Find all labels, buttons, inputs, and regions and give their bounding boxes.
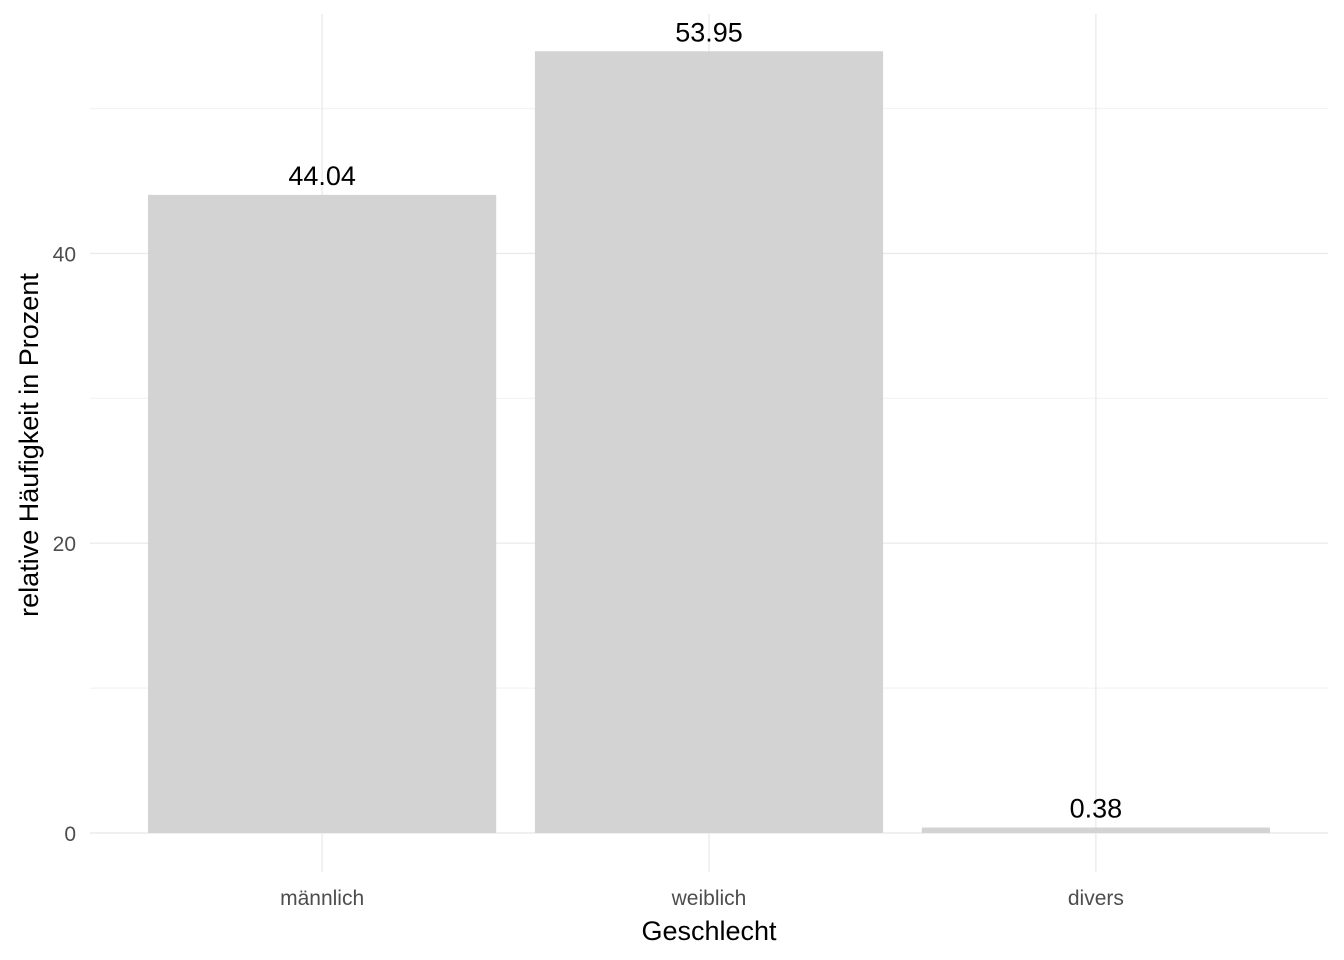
y-tick-label: 0 bbox=[64, 823, 76, 846]
x-axis-title: Geschlecht bbox=[641, 916, 777, 946]
y-axis-title: relative Häufigkeit in Prozent bbox=[14, 273, 44, 617]
bar bbox=[148, 194, 497, 833]
y-tick-label: 40 bbox=[53, 243, 76, 266]
x-tick-labels: männlich weiblich divers bbox=[280, 887, 1124, 910]
y-tick-labels: 0 20 40 bbox=[53, 243, 76, 846]
bar bbox=[921, 827, 1270, 833]
x-tick-label: divers bbox=[1068, 887, 1124, 910]
x-tick-label: weiblich bbox=[671, 887, 747, 910]
value-labels: 44.04 53.95 0.38 bbox=[288, 17, 1122, 823]
x-tick-label: männlich bbox=[280, 887, 364, 910]
bars bbox=[148, 51, 1270, 833]
value-label: 53.95 bbox=[675, 17, 743, 47]
bar bbox=[534, 51, 884, 833]
y-tick-label: 20 bbox=[53, 533, 76, 556]
value-label: 44.04 bbox=[288, 161, 356, 191]
value-label: 0.38 bbox=[1070, 793, 1123, 823]
